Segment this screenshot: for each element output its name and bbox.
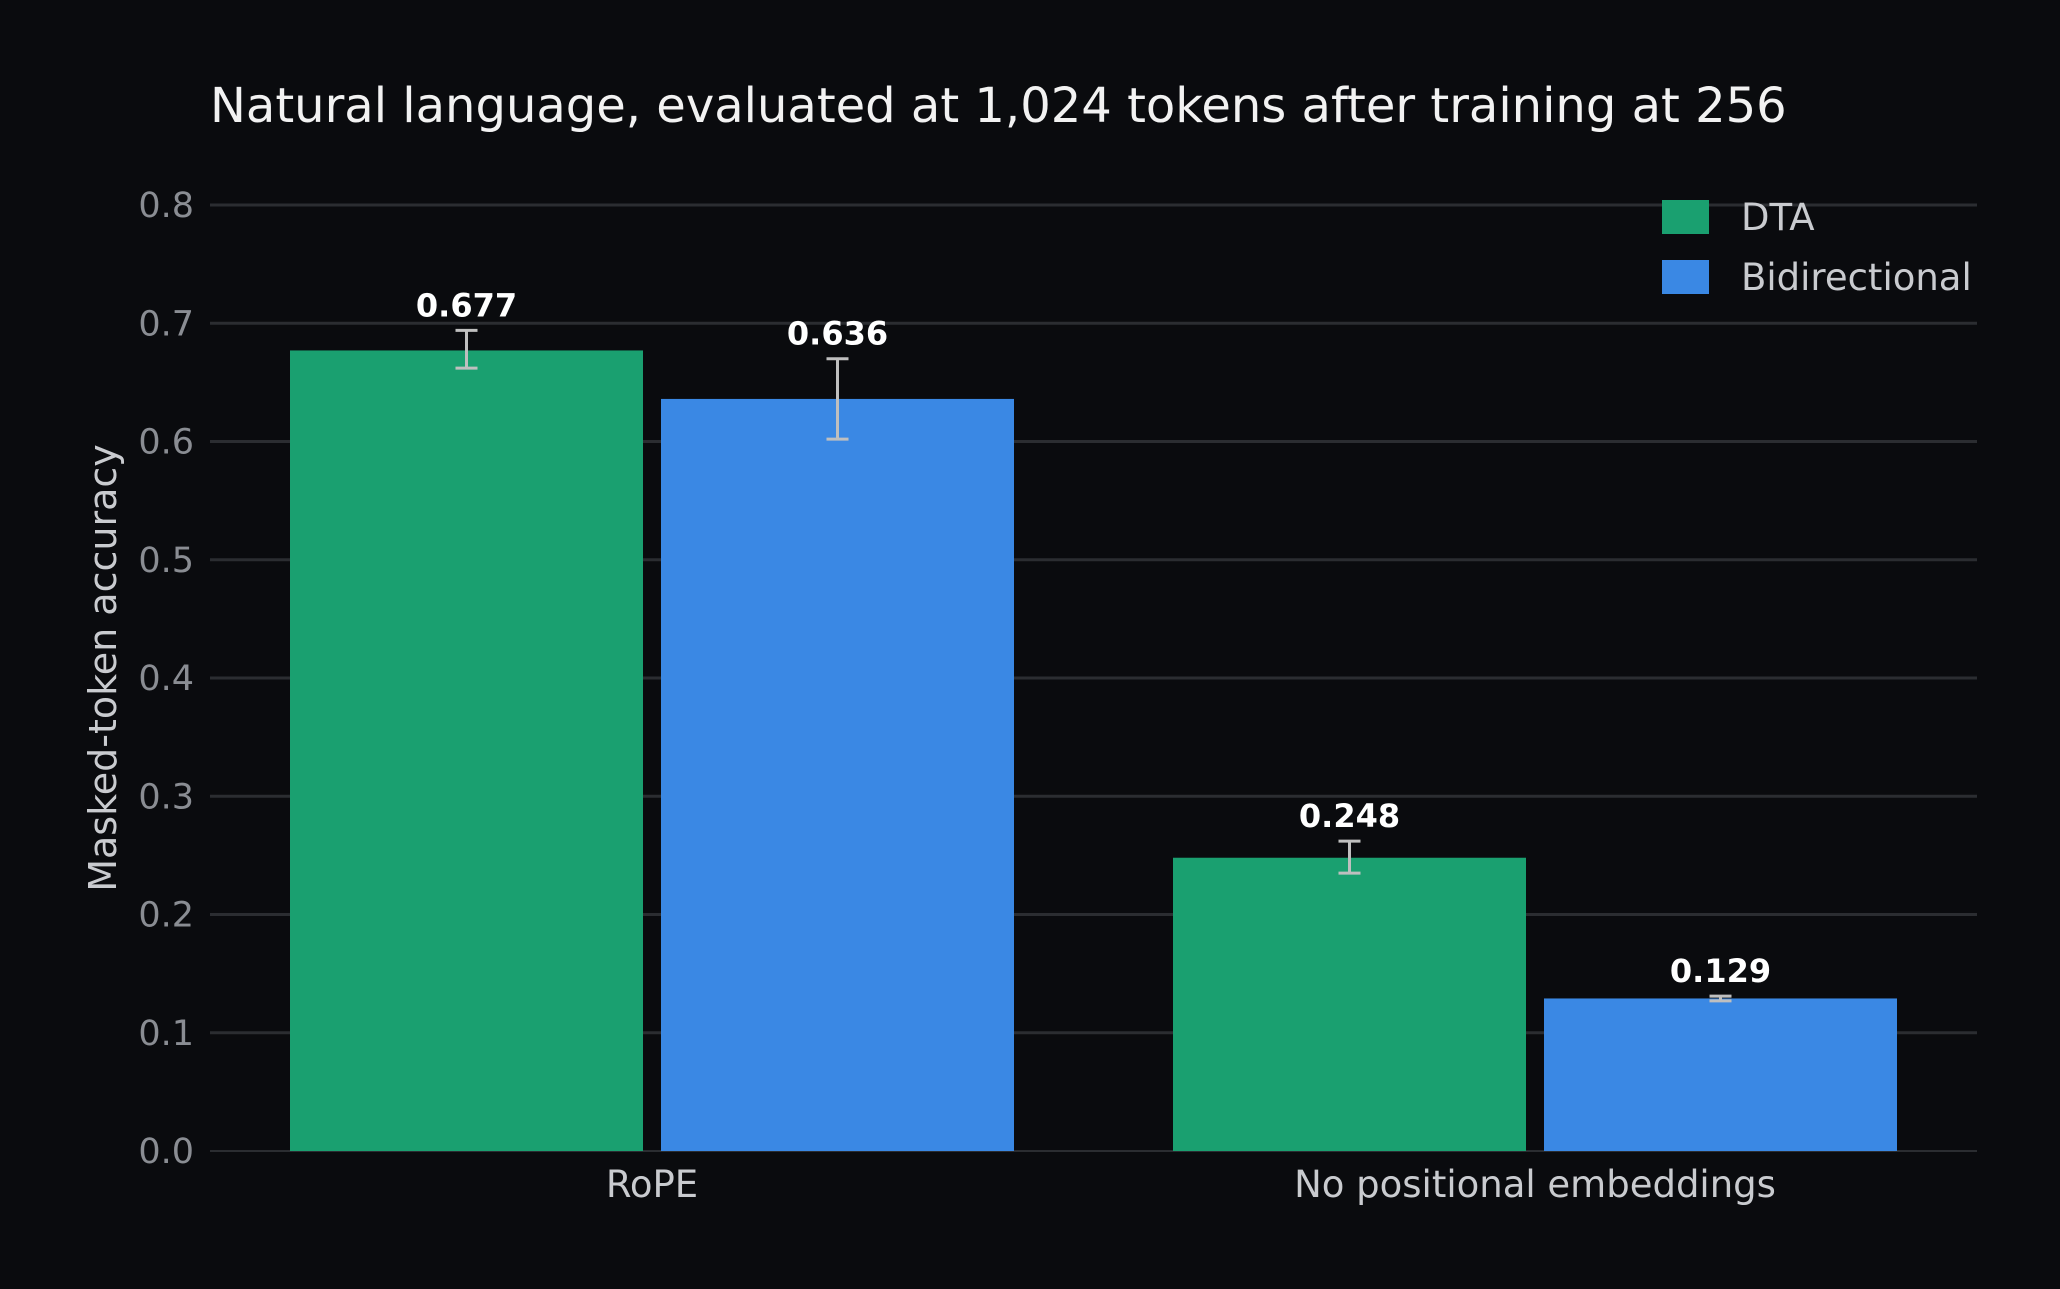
value-label: 0.636 <box>787 315 888 353</box>
bar <box>290 350 643 1151</box>
y-axis-ticks: 0.0 0.1 0.2 0.3 0.4 0.5 0.6 0.7 0.8 <box>138 186 194 1172</box>
value-label: 0.248 <box>1299 797 1400 835</box>
bars <box>290 350 1897 1151</box>
legend-swatch <box>1662 200 1709 234</box>
x-category-label: No positional embeddings <box>1294 1163 1776 1206</box>
error-bars <box>455 328 1732 1003</box>
x-axis-categories: RoPE No positional embeddings <box>606 1163 1776 1206</box>
y-tick-label: 0.6 <box>138 423 194 463</box>
bar <box>1173 857 1526 1151</box>
y-tick-label: 0.4 <box>138 659 194 699</box>
x-category-label: RoPE <box>606 1163 698 1206</box>
legend-label: DTA <box>1741 196 1815 239</box>
bar <box>661 398 1014 1151</box>
chart-title: Natural language, evaluated at 1,024 tok… <box>210 78 1787 134</box>
value-labels: 0.677 0.636 0.248 0.129 <box>416 286 1771 990</box>
y-tick-label: 0.3 <box>138 777 194 817</box>
y-tick-label: 0.8 <box>138 186 194 226</box>
value-label: 0.129 <box>1670 952 1771 990</box>
y-tick-label: 0.7 <box>138 304 194 344</box>
y-tick-label: 0.5 <box>138 541 194 581</box>
y-tick-label: 0.1 <box>138 1014 194 1054</box>
bar <box>1544 998 1897 1151</box>
value-label: 0.677 <box>416 286 517 324</box>
legend-label: Bidirectional <box>1741 256 1972 299</box>
y-tick-label: 0.2 <box>138 896 194 936</box>
legend-swatch <box>1662 260 1709 294</box>
y-axis-label: Masked-token accuracy <box>81 444 125 892</box>
y-tick-label: 0.0 <box>138 1132 194 1172</box>
legend: DTA Bidirectional <box>1662 196 1972 299</box>
